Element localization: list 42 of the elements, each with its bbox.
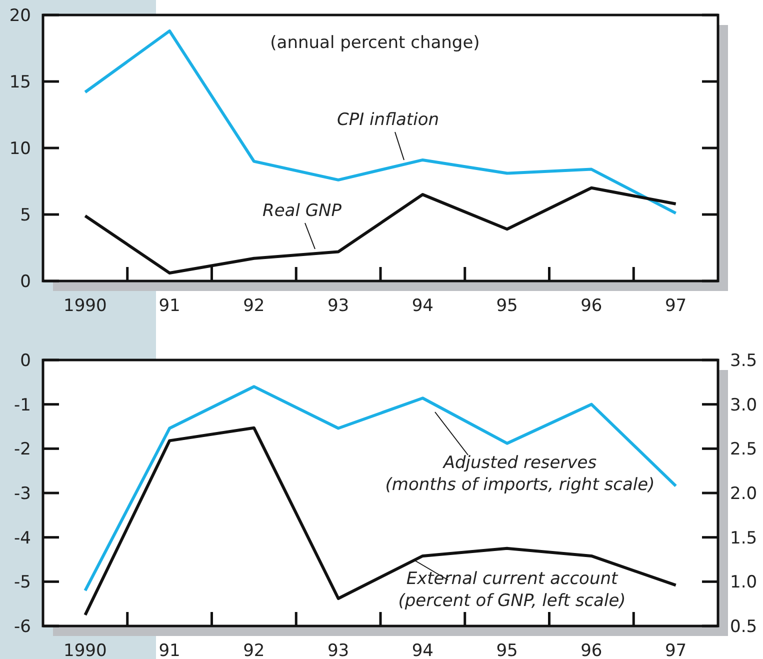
y2-tick-label: 0.5	[730, 616, 758, 637]
x-tick-label: 97	[664, 641, 687, 659]
series-label: Adjusted reserves	[442, 453, 597, 473]
x-tick-label: 92	[243, 296, 265, 316]
x-tick-label: 94	[412, 641, 434, 659]
series-label: Real GNP	[262, 201, 342, 221]
x-tick-label: 1990	[64, 641, 107, 659]
series-label: External current account	[406, 569, 620, 589]
x-tick-label: 93	[327, 296, 350, 316]
y-tick-label: -6	[14, 616, 31, 637]
x-tick-label: 91	[158, 296, 180, 316]
y2-tick-label: 2.0	[730, 484, 758, 504]
y2-tick-label: 3.5	[730, 350, 758, 371]
y-tick-label: -1	[14, 395, 31, 416]
x-tick-label: 94	[412, 296, 434, 316]
y-tick-label: -3	[14, 484, 31, 504]
annotation: (annual percent change)	[270, 33, 480, 53]
annotation: (months of imports, right scale)	[385, 475, 655, 495]
x-tick-label: 96	[580, 641, 602, 659]
annotation: (percent of GNP, left scale)	[398, 591, 626, 611]
series-label: CPI inflation	[337, 110, 439, 130]
y-tick-label: -4	[14, 528, 31, 548]
y-tick-label: 15	[9, 72, 31, 92]
y-tick-label: 0	[20, 350, 31, 371]
x-tick-label: 95	[496, 296, 518, 316]
x-tick-label: 91	[158, 641, 180, 659]
y-tick-label: -2	[14, 440, 31, 460]
x-tick-label: 93	[327, 641, 350, 659]
y-tick-label: 0	[20, 272, 31, 292]
x-tick-label: 96	[580, 296, 602, 316]
x-tick-label: 1990	[64, 296, 107, 316]
x-tick-label: 97	[664, 296, 687, 316]
y2-tick-label: 3.0	[730, 395, 758, 416]
y2-tick-label: 1.5	[730, 528, 758, 548]
y2-tick-label: 1.0	[730, 572, 758, 593]
y2-tick-label: 2.5	[730, 440, 758, 460]
y-tick-label: 10	[9, 138, 31, 159]
x-tick-label: 92	[243, 641, 265, 659]
x-tick-label: 95	[496, 641, 518, 659]
y-tick-label: -5	[14, 572, 31, 593]
y-tick-label: 5	[20, 205, 31, 226]
y-tick-label: 20	[9, 6, 31, 26]
